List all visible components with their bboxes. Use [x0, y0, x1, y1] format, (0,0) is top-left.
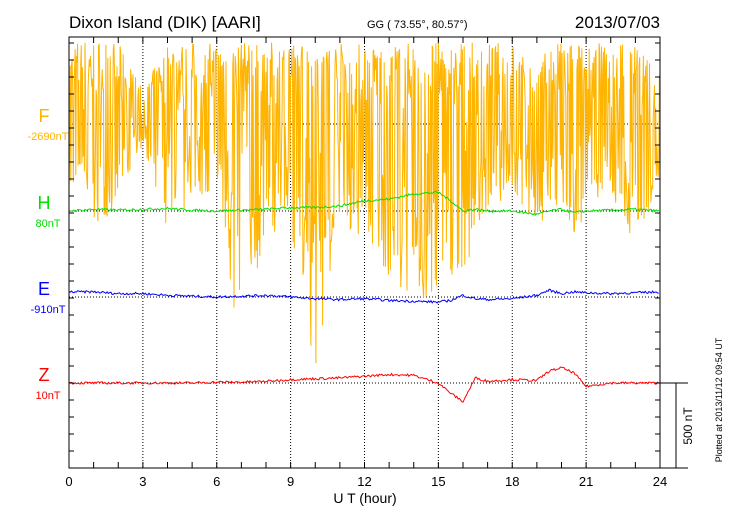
x-tick-label: 6 — [213, 474, 220, 489]
chart-date: 2013/07/03 — [575, 13, 660, 32]
x-tick-label: 3 — [139, 474, 146, 489]
series-name-Z: Z — [39, 365, 50, 385]
series-name-F: F — [39, 106, 50, 126]
x-tick-label: 9 — [287, 474, 294, 489]
series-name-E: E — [38, 279, 50, 299]
series-name-H: H — [38, 193, 51, 213]
x-tick-label: 0 — [65, 474, 72, 489]
x-tick-label: 21 — [579, 474, 593, 489]
x-tick-label: 18 — [505, 474, 519, 489]
x-tick-label: 24 — [653, 474, 667, 489]
x-axis-label: U T (hour) — [333, 490, 396, 506]
scale-label: 500 nT — [681, 407, 695, 445]
x-tick-label: 15 — [431, 474, 445, 489]
series-baseline-F: -2690nT — [28, 131, 69, 143]
x-tick-label: 12 — [357, 474, 371, 489]
series-line-F — [68, 42, 661, 364]
series-line-H — [68, 190, 660, 216]
series-line-Z — [69, 366, 660, 403]
series-baseline-Z: 10nT — [35, 390, 60, 402]
series-baseline-E: -910nT — [31, 304, 66, 316]
chart-subtitle: GG ( 73.55°, 80.57°) — [367, 19, 468, 31]
series-line-E — [68, 288, 659, 304]
plotted-at-footer: Plotted at 2013/11/12 09:54 UT — [714, 337, 724, 462]
series-baseline-H: 80nT — [35, 218, 60, 230]
chart-title: Dixon Island (DIK) [AARI] — [69, 13, 261, 32]
